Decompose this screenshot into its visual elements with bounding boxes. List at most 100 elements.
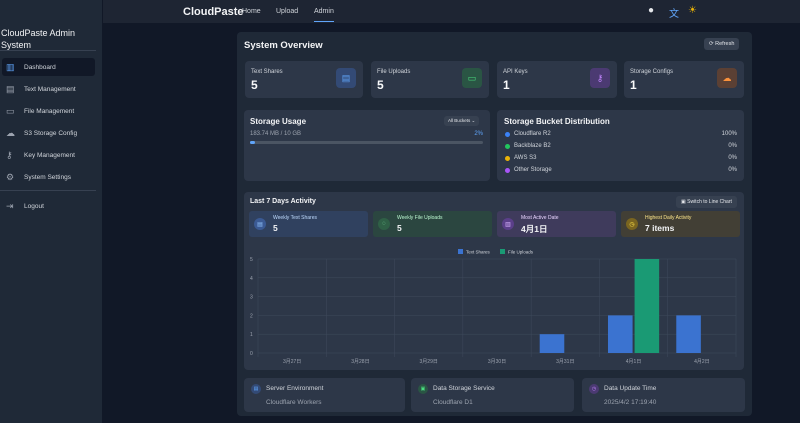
database-icon: ▣ — [418, 384, 428, 394]
switch-chart-button[interactable]: ▣ Switch to Line Chart — [676, 196, 737, 208]
translate-icon[interactable]: 文 — [669, 9, 679, 20]
server-icon: ▤ — [251, 384, 261, 394]
label: File Management — [24, 107, 75, 115]
brand[interactable]: CloudPaste — [183, 6, 244, 18]
value: Cloudflare D1 — [433, 399, 473, 406]
github-icon[interactable]: ● — [648, 5, 655, 16]
storage-usage-card: Storage Usage All Buckets ⌄ 183.74 MB / … — [244, 110, 490, 181]
x-tick-label: 3月27日 — [283, 359, 301, 365]
dashboard-panel: System Overview ⟳ Refresh Text Shares 5 ▤ … — [237, 32, 752, 416]
chart-icon: ▥ — [502, 218, 514, 230]
color-dot — [505, 143, 510, 149]
sidebar: CloudPaste Admin System ▥ Dashboard ▤ Text… — [0, 0, 103, 423]
sidebar-item-s3-storage-config[interactable]: ☁ S3 Storage Config — [2, 124, 95, 142]
legend-label: Text Shares — [466, 250, 491, 255]
x-tick-label: 4月2日 — [694, 359, 710, 365]
bar-text-shares — [539, 334, 565, 353]
value: 4月1日 — [521, 224, 548, 234]
summary-highest-daily: ◷ Highest Daily Activity 7 items — [621, 211, 740, 237]
value: 1 — [503, 78, 510, 92]
logout-icon: ⇥ — [6, 200, 14, 211]
sun-icon[interactable]: ☀ — [688, 5, 697, 16]
storage-title: Storage Usage — [250, 117, 307, 126]
nav-home[interactable]: Home — [242, 8, 261, 15]
distribution-row: Cloudflare R2 100% — [505, 131, 737, 137]
divider — [0, 190, 96, 191]
bar-text-shares — [607, 315, 633, 353]
sidebar-item-key-management[interactable]: ⚷ Key Management — [2, 146, 95, 164]
storage-percent: 2% — [474, 131, 483, 137]
logout-button[interactable]: ⇥ Logout — [2, 197, 95, 215]
label: Text Shares — [251, 69, 283, 75]
sidebar-item-text-management[interactable]: ▤ Text Management — [2, 80, 95, 98]
activity-bar-chart: 0 1 2 3 4 5 3月27日 3月28日 3月29日 3月30日 3月31日 4月1日 4月2日 T… — [250, 249, 737, 365]
document-icon: ▤ — [6, 83, 15, 94]
storage-progress-fill — [250, 141, 255, 144]
bucket-select[interactable]: All Buckets ⌄ — [444, 116, 480, 126]
storage-progress-bar — [250, 141, 483, 144]
stat-card-storage-configs: Storage Configs 1 ☁ — [624, 61, 744, 98]
nav-upload[interactable]: Upload — [276, 8, 299, 15]
key-icon: ⚷ — [590, 68, 610, 88]
value: Cloudflare Workers — [266, 399, 322, 406]
sidebar-item-dashboard[interactable]: ▥ Dashboard — [2, 58, 95, 76]
clock-icon: ◷ — [626, 218, 638, 230]
distribution-title: Storage Bucket Distribution — [504, 117, 610, 126]
y-tick-label: 3 — [250, 295, 253, 301]
divider — [0, 50, 96, 51]
label: S3 Storage Config — [24, 129, 78, 137]
gear-icon: ⚙ — [6, 171, 15, 182]
label: Most Active Date — [521, 215, 559, 221]
activity-card: Last 7 Days Activity ▣ Switch to Line Ch… — [244, 192, 744, 370]
y-tick-label: 5 — [250, 257, 253, 263]
nav-admin[interactable]: Admin — [314, 8, 334, 22]
value: 5 — [251, 78, 258, 92]
summary-weekly-files: ◌ Weekly File Uploads 5 — [373, 211, 492, 237]
value: 5 — [377, 78, 384, 92]
x-tick-label: 3月29日 — [420, 359, 438, 365]
summary-weekly-text: ▤ Weekly Text Shares 5 — [249, 211, 368, 237]
legend-swatch — [500, 249, 505, 254]
bucket-name: AWS S3 — [514, 155, 537, 161]
folder-icon: ◌ — [378, 218, 390, 230]
label: Refresh — [715, 41, 735, 47]
summary-most-active: ▥ Most Active Date 4月1日 — [497, 211, 616, 237]
sidebar-item-file-management[interactable]: ▭ File Management — [2, 102, 95, 120]
label: All Buckets — [448, 118, 471, 123]
legend-label: File Uploads — [508, 250, 534, 255]
cloud-icon: ☁ — [717, 68, 737, 88]
bucket-distribution-card: Storage Bucket Distribution Cloudflare R… — [497, 110, 744, 181]
x-tick-label: 3月31日 — [556, 359, 574, 365]
label: Dashboard — [24, 63, 56, 71]
bucket-percent: 0% — [728, 167, 737, 173]
page-title: System Overview — [244, 40, 323, 51]
value: 1 — [630, 78, 637, 92]
y-tick-label: 4 — [250, 276, 253, 282]
update-time-card: ◷ Data Update Time 2025/4/2 17:19:40 — [582, 378, 745, 412]
label: System Settings — [24, 173, 71, 181]
color-dot — [505, 167, 510, 173]
bucket-percent: 0% — [728, 155, 737, 161]
bucket-name: Cloudflare R2 — [514, 131, 551, 137]
sidebar-item-system-settings[interactable]: ⚙ System Settings — [2, 168, 95, 186]
value: 2025/4/2 17:19:40 — [604, 399, 657, 406]
label: Storage Configs — [630, 69, 674, 75]
distribution-row: Backblaze B2 0% — [505, 143, 737, 149]
document-icon: ▤ — [254, 218, 266, 230]
stat-card-api-keys: API Keys 1 ⚷ — [497, 61, 617, 98]
x-tick-label: 4月1日 — [626, 359, 642, 365]
chart-icon: ▥ — [6, 61, 15, 72]
key-icon: ⚷ — [6, 149, 13, 160]
label: Weekly Text Shares — [273, 215, 318, 221]
distribution-row: Other Storage 0% — [505, 167, 737, 173]
color-dot — [505, 131, 510, 137]
y-tick-label: 1 — [250, 332, 253, 338]
x-tick-label: 3月30日 — [488, 359, 506, 365]
bucket-name: Other Storage — [514, 167, 552, 173]
value: 5 — [273, 223, 278, 233]
document-icon: ▤ — [336, 68, 356, 88]
bar-file-uploads — [634, 259, 660, 353]
refresh-button[interactable]: ⟳ Refresh — [704, 38, 740, 50]
folder-icon: ▭ — [462, 68, 482, 88]
bucket-name: Backblaze B2 — [514, 143, 551, 149]
